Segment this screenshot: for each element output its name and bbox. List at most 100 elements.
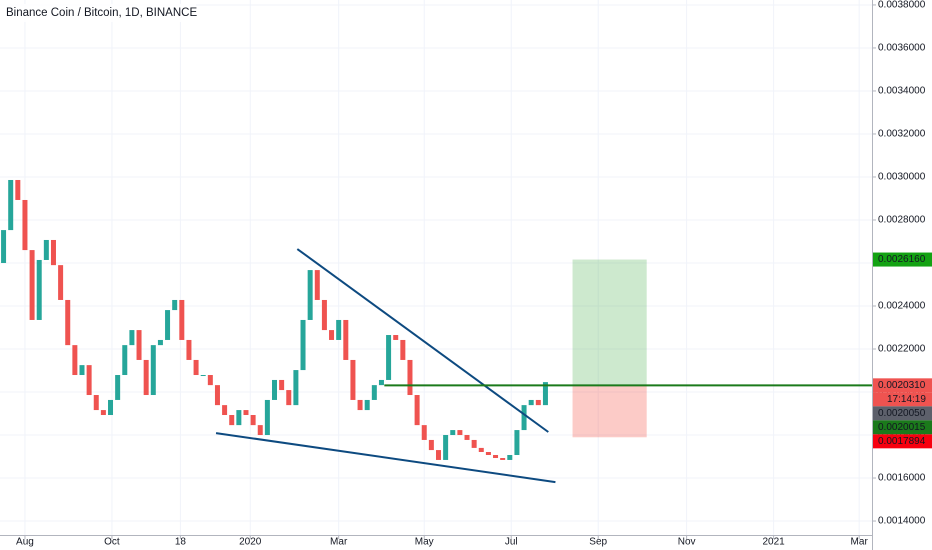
candle-body [129, 330, 135, 346]
x-tick-label: Mar [330, 537, 348, 548]
candle-body [500, 458, 506, 460]
candle-body [443, 435, 449, 460]
candle-body [264, 399, 270, 436]
candle-body [521, 405, 527, 431]
candle-body [143, 359, 149, 396]
candle-body [478, 447, 484, 452]
candle-body [8, 179, 14, 231]
candle-body [329, 330, 335, 340]
candle-body [86, 365, 92, 396]
x-tick-label: Nov [678, 537, 696, 548]
x-tick-label: 18 [175, 537, 187, 548]
candle-body [229, 415, 235, 426]
candle-body [386, 335, 392, 380]
x-tick-label: Mar [851, 537, 869, 548]
y-tick-label: 0.0036000 [878, 43, 926, 54]
candle-body [471, 439, 477, 448]
y-tick-label: 0.0014000 [878, 516, 926, 527]
candle-body [186, 339, 192, 360]
candle-body [350, 359, 356, 400]
plot-area [0, 0, 872, 535]
candle-body [172, 299, 178, 311]
candle-body [36, 259, 42, 320]
candle-body [485, 451, 491, 456]
trendline [215, 432, 556, 484]
candle-body [535, 399, 541, 406]
candle-body [58, 265, 64, 300]
candle-body [300, 319, 306, 371]
candle-body [193, 359, 199, 376]
candle-body [464, 435, 470, 440]
candle-body [200, 375, 206, 377]
countdown: 17:14:19 [887, 394, 926, 405]
candle-body [457, 430, 463, 436]
price-label: 0.0020050 [878, 408, 926, 419]
price-label-bg [873, 406, 932, 421]
candle-body [22, 199, 28, 251]
candle-body [357, 399, 363, 411]
candle-body [207, 375, 213, 386]
x-tick-label: Oct [104, 537, 120, 548]
candle-body [428, 439, 434, 451]
candle-body [250, 415, 256, 426]
y-tick-label: 0.0030000 [878, 172, 926, 183]
candle-body [15, 179, 21, 200]
profit-zone [572, 259, 647, 386]
candle-body [343, 319, 349, 360]
candle-body [29, 250, 35, 320]
candle-body [421, 425, 427, 440]
x-tick-label: 2020 [239, 537, 262, 548]
candle-body [115, 375, 121, 400]
candle-body [100, 410, 106, 416]
price-label-bg [873, 252, 932, 267]
candle-body [493, 455, 499, 459]
candle-body [279, 379, 285, 391]
price-label-bg [873, 420, 932, 435]
price-label: 0.0020310 [878, 380, 926, 391]
candle-body [435, 450, 441, 460]
candle-body [150, 345, 156, 396]
candle-body [400, 339, 406, 360]
y-tick-label: 0.0032000 [878, 129, 926, 140]
candle-body [507, 455, 513, 460]
price-label-bg [873, 378, 932, 393]
y-tick-label: 0.0022000 [878, 344, 926, 355]
x-tick-label: Jul [505, 537, 518, 548]
candle-body [72, 345, 78, 376]
candle-body [236, 410, 242, 426]
y-tick-label: 0.0038000 [878, 0, 926, 11]
candle-body [122, 345, 128, 376]
title-bg [0, 4, 196, 22]
candle-body [407, 359, 413, 396]
candle-body [1, 230, 7, 263]
candle-body [364, 399, 370, 411]
candle-body [93, 395, 99, 411]
x-tick-label: Aug [16, 537, 34, 548]
candle-body [414, 395, 420, 426]
candle-body [157, 339, 163, 346]
candle-body [307, 270, 313, 320]
x-tick-label: 2021 [762, 537, 785, 548]
candle-body [528, 399, 534, 406]
candle-body [222, 405, 228, 416]
x-tick-label: May [415, 537, 434, 548]
y-tick-label: 0.0024000 [878, 301, 926, 312]
y-tick-label: 0.0016000 [878, 473, 926, 484]
y-tick-label: 0.0034000 [878, 86, 926, 97]
candle-body [179, 299, 185, 340]
candle-body [336, 319, 342, 340]
candle-body [50, 239, 56, 266]
price-label: 0.0017894 [878, 436, 926, 447]
candle-body [314, 270, 320, 300]
y-tick-label: 0.0028000 [878, 215, 926, 226]
candle-body [378, 379, 384, 386]
candle-body [542, 382, 548, 406]
loss-zone [572, 385, 647, 438]
candle-body [371, 385, 377, 400]
candle-body [293, 370, 299, 406]
price-label-bg [873, 434, 932, 449]
price-label: 0.0020015 [878, 422, 926, 433]
candle-body [321, 299, 327, 331]
